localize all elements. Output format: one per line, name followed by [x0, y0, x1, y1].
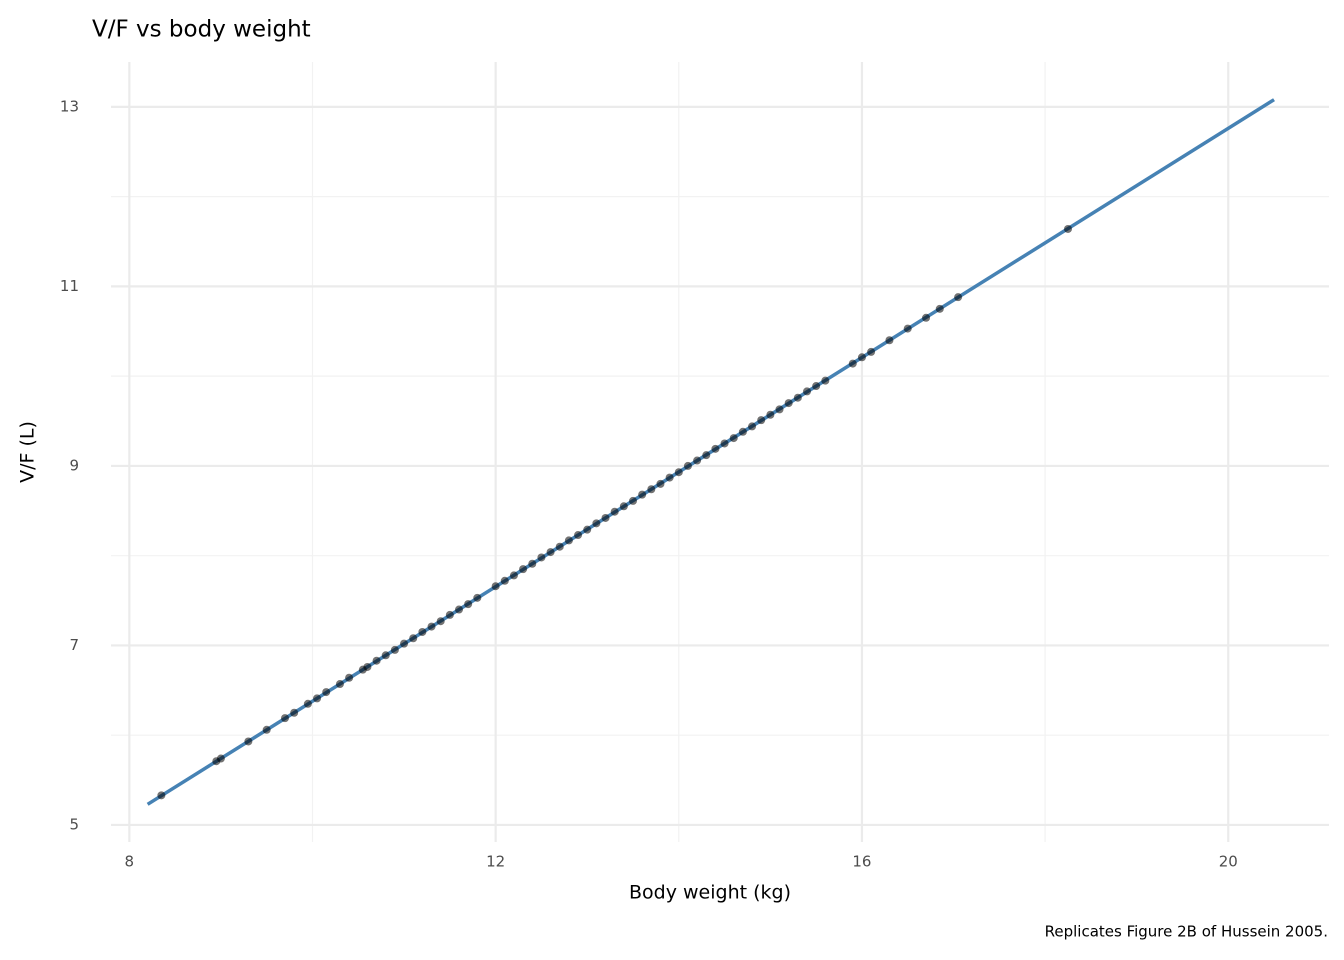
- x-tick-label: 8: [125, 853, 135, 871]
- data-point: [335, 680, 344, 689]
- data-point: [954, 293, 963, 302]
- data-point: [381, 651, 390, 660]
- data-point: [455, 605, 463, 614]
- data-point: [500, 576, 509, 585]
- data-point: [619, 502, 628, 511]
- data-point: [546, 548, 555, 557]
- data-point: [693, 456, 702, 465]
- x-axis-title: Body weight (kg): [629, 882, 791, 904]
- data-point: [491, 582, 500, 591]
- data-point: [674, 468, 683, 477]
- y-tick-label: 13: [60, 97, 79, 115]
- y-tick-label: 7: [69, 636, 79, 654]
- data-point: [372, 656, 381, 665]
- data-point: [702, 451, 711, 460]
- data-point: [555, 542, 564, 551]
- data-point: [390, 645, 399, 654]
- data-point: [729, 434, 738, 443]
- data-point: [775, 405, 784, 414]
- data-point: [683, 461, 692, 470]
- data-point: [445, 610, 454, 619]
- data-point: [303, 699, 312, 708]
- data-point: [720, 439, 729, 448]
- data-point: [821, 376, 830, 385]
- data-point: [629, 496, 637, 505]
- data-point: [784, 399, 793, 408]
- y-tick-label: 9: [69, 456, 79, 474]
- data-point: [528, 559, 537, 568]
- data-point: [665, 473, 674, 482]
- data-point: [738, 427, 747, 436]
- data-point: [244, 737, 253, 746]
- data-point: [935, 304, 944, 313]
- data-point: [857, 353, 866, 362]
- data-point: [509, 571, 518, 580]
- data-point: [574, 531, 583, 540]
- data-point: [1064, 224, 1072, 233]
- data-point: [903, 324, 912, 333]
- x-tick-label: 16: [852, 853, 871, 871]
- data-point: [885, 336, 894, 345]
- data-point: [711, 444, 720, 453]
- y-axis-title: V/F (L): [17, 421, 39, 483]
- data-point: [409, 634, 418, 643]
- data-point: [157, 791, 166, 800]
- data-point: [400, 639, 409, 648]
- data-point: [812, 382, 821, 391]
- data-point: [867, 347, 876, 356]
- data-point: [848, 359, 857, 368]
- data-point: [922, 313, 931, 322]
- data-point: [216, 754, 225, 763]
- data-point: [592, 519, 601, 528]
- data-point: [363, 662, 372, 671]
- data-point: [583, 525, 592, 534]
- caption: Replicates Figure 2B of Hussein 2005.: [1045, 923, 1328, 941]
- data-point: [647, 485, 656, 494]
- data-point: [436, 617, 445, 626]
- data-point: [656, 479, 665, 488]
- data-point: [427, 622, 436, 631]
- data-point: [345, 673, 354, 682]
- data-point: [748, 422, 757, 431]
- data-point: [766, 410, 775, 419]
- data-point: [793, 393, 802, 402]
- x-tick-label: 12: [486, 853, 505, 871]
- data-point: [418, 627, 427, 636]
- chart-title: V/F vs body weight: [92, 17, 311, 43]
- data-point: [262, 725, 271, 734]
- x-tick-label: 20: [1219, 853, 1238, 871]
- data-point: [803, 387, 811, 396]
- fit-line: [146, 98, 1275, 806]
- data-point: [638, 490, 647, 499]
- data-point: [564, 536, 573, 545]
- data-point: [519, 565, 528, 574]
- data-point: [290, 708, 299, 717]
- y-tick-label: 11: [60, 277, 79, 295]
- data-point: [537, 553, 546, 562]
- data-point: [601, 513, 610, 522]
- data-point: [322, 688, 331, 697]
- data-point: [313, 694, 322, 703]
- data-point: [281, 714, 289, 723]
- data-point: [757, 416, 766, 425]
- data-point: [473, 593, 482, 602]
- data-point: [610, 507, 619, 516]
- data-point: [464, 600, 473, 609]
- y-tick-label: 5: [69, 815, 79, 833]
